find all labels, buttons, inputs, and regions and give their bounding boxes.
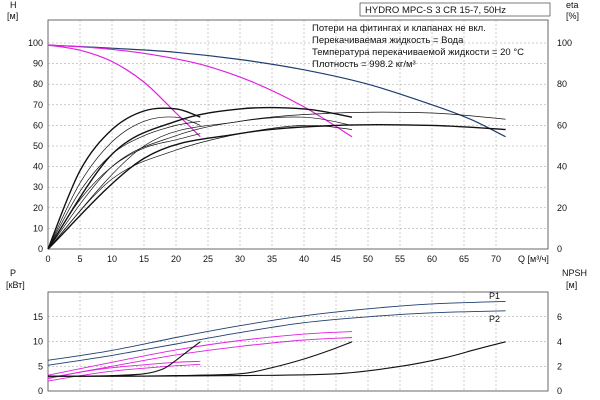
h-tick-label: 30	[33, 182, 43, 192]
left-axis-unit: [м]	[7, 11, 18, 21]
eta-tick-label: 40	[557, 162, 567, 172]
x-tick-label: 0	[45, 254, 50, 264]
x-tick-label: 70	[491, 254, 501, 264]
top-series	[47, 44, 506, 250]
x-tick-label: 35	[267, 254, 277, 264]
right-axis-label: eta	[566, 0, 579, 10]
chart-title: HYDRO MPC-S 3 CR 15-7, 50Hz	[365, 5, 506, 16]
head-curve-2	[47, 44, 201, 138]
eta-curve-9	[47, 124, 353, 250]
npsh-tick-label: 6	[557, 312, 562, 322]
power-curve-1	[47, 310, 506, 366]
power-curve-2	[47, 331, 353, 376]
npsh-curve-7	[47, 341, 353, 377]
top-grid	[48, 20, 548, 249]
x-tick-label: 60	[427, 254, 437, 264]
top-plot-frame	[47, 19, 549, 250]
x-tick-label: 50	[363, 254, 373, 264]
series-label-p1: P1	[489, 291, 500, 301]
x-tick-label: 5	[77, 254, 82, 264]
p-tick-label: 10	[33, 337, 43, 347]
p-tick-label: 15	[33, 312, 43, 322]
annotation-2: Перекачиваемая жидкость = Вода	[312, 35, 464, 46]
eta-curve-11	[47, 123, 506, 250]
eta-curve-8	[47, 116, 353, 250]
eta-curve-4	[47, 116, 201, 250]
eta-curve-6	[47, 133, 201, 250]
head-curve-0	[47, 44, 506, 138]
h-tick-label: 0	[38, 244, 43, 254]
x-tick-label: 45	[331, 254, 341, 264]
x-tick-label: 10	[107, 254, 117, 264]
bottom-series	[47, 300, 506, 382]
power-curve-4	[47, 360, 201, 380]
h-tick-label: 80	[33, 79, 43, 89]
annotation-1: Потери на фитингах и клапанах не вкл.	[312, 23, 486, 34]
x-tick-label: 15	[139, 254, 149, 264]
eta-curve-10	[47, 111, 506, 250]
h-tick-label: 60	[33, 120, 43, 130]
head-curve-1	[47, 44, 353, 138]
annotation-4: Плотность = 998.2 кг/м³	[312, 59, 416, 70]
npsh-tick-label: 4	[557, 337, 562, 347]
power-axis-label: P	[10, 268, 16, 278]
eta-curve-5	[47, 120, 201, 250]
series-label-p2: P2	[489, 314, 500, 324]
p-tick-label: 5	[38, 361, 43, 371]
npsh-axis-unit: [м]	[566, 280, 577, 290]
x-tick-label: 65	[459, 254, 469, 264]
npsh-curve-6	[47, 341, 201, 377]
x-tick-label: 25	[203, 254, 213, 264]
right-axis-unit: [%]	[566, 11, 579, 21]
h-tick-label: 20	[33, 203, 43, 213]
x-tick-label: 20	[171, 254, 181, 264]
npsh-tick-label: 2	[557, 361, 562, 371]
power-curve-0	[47, 300, 506, 361]
top-tick-labels: 0 5 10 15 20 25 30 35 40 45 50 55 60 65 70 0 10 20 30 40 50 6…	[28, 38, 572, 264]
eta-tick-label: 80	[557, 79, 567, 89]
title-box	[359, 2, 551, 17]
npsh-tick-label: 0	[557, 386, 562, 396]
h-tick-label: 10	[33, 223, 43, 233]
eta-tick-label: 0	[557, 244, 562, 254]
bottom-tick-labels: 0 5 10 15 0 2 4 6	[33, 312, 562, 396]
h-tick-label: 50	[33, 141, 43, 151]
x-tick-label: 55	[395, 254, 405, 264]
npsh-axis-label: NPSH	[562, 268, 587, 278]
x-axis-label: Q [м³/ч]	[518, 254, 549, 264]
x-tick-label: 30	[235, 254, 245, 264]
eta-curve-3	[47, 107, 201, 250]
h-tick-label: 70	[33, 100, 43, 110]
h-tick-label: 40	[33, 162, 43, 172]
power-axis-unit: [кВт]	[6, 280, 25, 290]
annotation-3: Температура перекачиваемой жидкости = 20…	[312, 47, 524, 58]
p-tick-label: 0	[38, 386, 43, 396]
power-curve-3	[47, 337, 353, 379]
h-tick-label: 90	[33, 59, 43, 69]
x-tick-label: 40	[299, 254, 309, 264]
left-axis-label: H	[10, 0, 17, 10]
eta-tick-label: 60	[557, 120, 567, 130]
eta-curve-7	[47, 106, 353, 250]
h-tick-label: 100	[28, 38, 43, 48]
eta-tick-label: 100	[557, 38, 572, 48]
npsh-curve-8	[47, 341, 506, 377]
eta-tick-label: 20	[557, 203, 567, 213]
